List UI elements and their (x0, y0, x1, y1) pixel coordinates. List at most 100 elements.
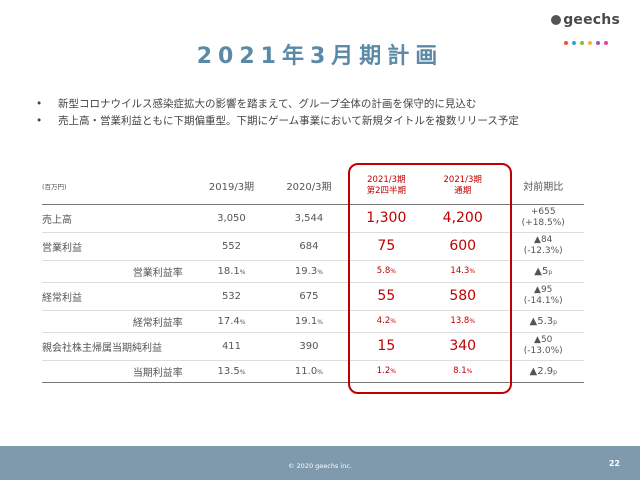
yoy-amount: ▲5 (534, 265, 549, 277)
cell-yoy: ▲5p (502, 260, 584, 282)
page-number: 22 (608, 459, 620, 468)
cell-fy2019: 3,050 (217, 212, 246, 224)
header-fy2020: 2020/3期 (268, 168, 350, 205)
logo-dot (596, 41, 600, 45)
cell-fy2020: 390 (299, 340, 319, 352)
percent-sign: % (239, 268, 246, 276)
header-2021-full-line2: 通期 (454, 185, 472, 196)
cell-value: 1.2 (376, 366, 391, 376)
table-row: 当期利益率 13.5% 11.0% 1.2% 8.1% ▲2.9p (42, 360, 584, 382)
unit-label: (百万円) (42, 168, 195, 205)
point-unit: p (548, 268, 553, 276)
table-row: 売上高 3,050 3,544 1,300 4,200 +655 (+18.5%… (42, 204, 584, 232)
percent-sign: % (239, 318, 246, 326)
header-2021-q2: 2021/3期 第2四半期 (349, 168, 423, 205)
cell-2021-full: 13.8% (423, 310, 502, 332)
cell-2021-q2: 1.2% (350, 360, 423, 382)
yoy-percent: (-13.0%) (523, 346, 563, 356)
geechs-logo: geechs (538, 12, 620, 49)
header-2021-full: 2021/3期 通期 (423, 168, 503, 205)
cell-yoy: ▲5.3p (502, 310, 584, 332)
bullet-list: 新型コロナウイルス感染症拡大の影響を踏まえて、グループ全体の計画を保守的に見込む… (36, 96, 626, 130)
header-2021-q2-line1: 2021/3期 (367, 174, 406, 185)
cell-value: 13.5 (217, 365, 240, 377)
cell-fy2020: 675 (299, 290, 319, 302)
cell-value: 19.3 (294, 265, 318, 277)
cell-value: 5.8 (376, 266, 391, 276)
logo-dots (538, 30, 620, 49)
cell-2021-full: 580 (449, 288, 477, 304)
cell-2021-full: 8.1% (423, 360, 502, 382)
cell-yoy: +655 (+18.5%) (502, 204, 584, 232)
cell-yoy: ▲95 (-14.1%) (502, 282, 584, 310)
logo-dot (580, 41, 584, 45)
percent-sign: % (317, 368, 323, 376)
row-label: 親会社株主帰属当期純利益 (42, 342, 162, 354)
logo-dot (572, 41, 576, 45)
yoy-percent: (-14.1%) (523, 296, 563, 306)
cell-yoy: ▲2.9p (502, 360, 584, 382)
cell-2021-full: 14.3% (423, 260, 502, 282)
yoy-amount: ▲50 (534, 335, 553, 345)
cell-fy2019: 552 (221, 240, 242, 252)
cell-value: 13.8 (450, 316, 470, 326)
logo-dot (588, 41, 592, 45)
footer-bar: © 2020 geechs inc. 22 (0, 446, 640, 480)
yoy-amount: ▲84 (534, 235, 553, 245)
row-label: 当期利益率 (132, 367, 183, 379)
geechs-logo-icon (551, 15, 562, 25)
cell-2021-q2: 15 (377, 338, 396, 354)
yoy-percent: (-12.3%) (523, 246, 563, 256)
table-header-row: (百万円) 2019/3期 2020/3期 2021/3期 第2四半期 2021… (42, 168, 584, 205)
percent-sign: % (317, 318, 323, 326)
financial-plan-table: (百万円) 2019/3期 2020/3期 2021/3期 第2四半期 2021… (42, 168, 584, 383)
yoy-amount: +655 (530, 207, 556, 217)
brand-name: geechs (563, 12, 620, 28)
table-row: 経常利益 532 675 55 580 ▲95 (-14.1%) (42, 282, 584, 310)
percent-sign: % (466, 368, 473, 375)
cell-fy2019: 18.1% (195, 260, 268, 282)
logo-dot (564, 41, 568, 45)
table-row: 営業利益 552 684 75 600 ▲84 (-12.3%) (42, 232, 584, 260)
cell-2021-full: 600 (449, 238, 477, 254)
cell-fy2019: 411 (221, 340, 242, 352)
table-row: 親会社株主帰属当期純利益 411 390 15 340 ▲50 (-13.0%) (42, 332, 584, 360)
cell-yoy: ▲84 (-12.3%) (502, 232, 584, 260)
cell-value: 14.3 (450, 266, 470, 276)
cell-2021-q2: 75 (377, 238, 396, 254)
cell-fy2020: 3,544 (294, 212, 324, 224)
cell-fy2020: 11.0% (268, 360, 350, 382)
cell-fy2020: 19.3% (268, 260, 350, 282)
cell-value: 19.1 (294, 315, 318, 327)
row-label: 営業利益率 (132, 267, 183, 279)
cell-2021-full: 4,200 (442, 210, 483, 226)
row-label: 経常利益率 (132, 317, 183, 329)
logo-dot (604, 41, 608, 45)
row-label: 営業利益 (42, 242, 82, 254)
header-fy2019: 2019/3期 (194, 168, 269, 205)
table-row: 経常利益率 17.4% 19.1% 4.2% 13.8% ▲5.3p (42, 310, 584, 332)
header-2021-q2-line2: 第2四半期 (366, 185, 407, 196)
percent-sign: % (390, 368, 396, 375)
cell-2021-q2: 1,300 (366, 210, 407, 226)
cell-value: 18.1 (217, 265, 240, 277)
table-row: 営業利益率 18.1% 19.3% 5.8% 14.3% ▲5p (42, 260, 584, 282)
header-yoy: 対前期比 (502, 168, 584, 205)
yoy-percent: (+18.5%) (521, 218, 565, 228)
percent-sign: % (469, 268, 476, 275)
percent-sign: % (390, 268, 396, 275)
cell-2021-q2: 5.8% (350, 260, 423, 282)
point-unit: p (553, 368, 557, 376)
row-label: 売上高 (42, 214, 72, 226)
yoy-amount: ▲95 (534, 285, 553, 295)
cell-fy2019: 17.4% (195, 310, 268, 332)
yoy-amount: ▲5.3 (529, 315, 554, 327)
cell-2021-q2: 55 (377, 288, 396, 304)
bullet-item: 売上高・営業利益ともに下期偏重型。下期にゲーム事業において新規タイトルを複数リリ… (36, 113, 626, 130)
cell-fy2020: 19.1% (268, 310, 350, 332)
row-label: 経常利益 (42, 292, 82, 304)
copyright-text: © 2020 geechs inc. (287, 462, 352, 470)
percent-sign: % (239, 368, 246, 376)
cell-value: 8.1 (453, 366, 467, 376)
cell-fy2019: 532 (221, 290, 242, 302)
